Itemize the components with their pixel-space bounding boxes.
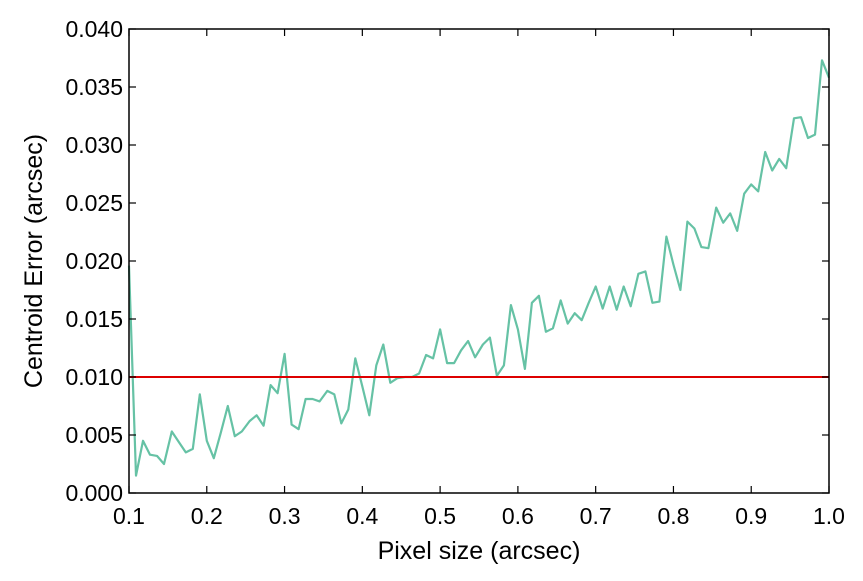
plot-frame <box>128 28 830 494</box>
x-tick-label: 0.7 <box>580 503 612 529</box>
series-line-0 <box>127 59 831 477</box>
y-tick-label: 0.025 <box>65 190 123 216</box>
y-tick-label: 0.005 <box>65 422 123 448</box>
x-axis-label: Pixel size (arcsec) <box>378 537 581 565</box>
axis-ticks <box>128 28 830 494</box>
x-tick-label: 0.3 <box>269 503 301 529</box>
x-tick-label: 0.2 <box>191 503 223 529</box>
plot-marks <box>127 59 831 477</box>
x-tick-label: 0.9 <box>735 503 767 529</box>
x-tick-label: 0.8 <box>657 503 689 529</box>
y-tick-label: 0.035 <box>65 74 123 100</box>
y-tick-label: 0.010 <box>65 364 123 390</box>
x-tick-label: 1.0 <box>813 503 845 529</box>
y-tick-label: 0.030 <box>65 132 123 158</box>
y-tick-label: 0.040 <box>65 16 123 42</box>
y-tick-label: 0.020 <box>65 248 123 274</box>
y-axis-label: Centroid Error (arcsec) <box>20 134 48 388</box>
tick-labels: 0.1 0.2 0.3 0.4 0.5 0.6 0.7 0.8 0.9 1.0 0.000 0.005… <box>65 16 845 529</box>
x-tick-label: 0.1 <box>113 503 145 529</box>
y-tick-label: 0.015 <box>65 306 123 332</box>
y-tick-label: 0.000 <box>65 480 123 506</box>
x-tick-label: 0.6 <box>502 503 534 529</box>
x-tick-label: 0.4 <box>346 503 378 529</box>
x-tick-label: 0.5 <box>424 503 456 529</box>
